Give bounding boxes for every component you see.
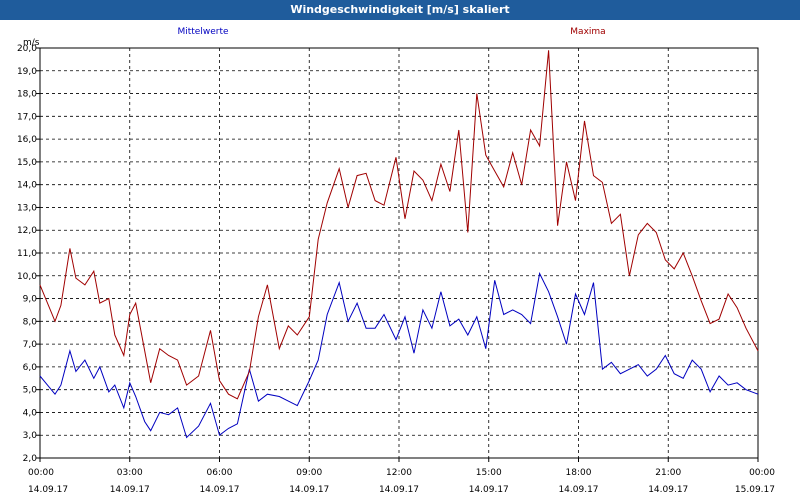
x-tick-date: 14.09.17 bbox=[558, 485, 598, 495]
x-tick-date: 15.09.17 bbox=[735, 485, 775, 495]
labels: 2,0 3,0 4,0 5,0 6,0 7,0 8,0 9,0 10,0 11,0 12,0 13,0… bbox=[17, 27, 775, 495]
legend-mittelwerte: Mittelwerte bbox=[177, 27, 228, 37]
y-tick-label: 11,0 bbox=[17, 249, 37, 259]
y-tick-label: 6,0 bbox=[23, 363, 38, 373]
series bbox=[39, 50, 759, 439]
y-tick-label: 4,0 bbox=[23, 408, 38, 418]
y-tick-label: 18,0 bbox=[17, 90, 37, 100]
y-axis-label: m/s bbox=[23, 38, 40, 48]
y-tick-label: 7,0 bbox=[23, 340, 38, 350]
x-tick-time: 00:00 bbox=[28, 468, 54, 478]
x-tick-time: 06:00 bbox=[207, 468, 233, 478]
x-tick-date: 14.09.17 bbox=[28, 485, 68, 495]
y-tick-label: 3,0 bbox=[23, 431, 38, 441]
x-tick-date: 14.09.17 bbox=[379, 485, 419, 495]
x-tick-time: 03:00 bbox=[117, 468, 143, 478]
y-tick-label: 2,0 bbox=[23, 454, 38, 464]
x-tick-time: 00:00 bbox=[749, 468, 775, 478]
x-tick-time: 09:00 bbox=[296, 468, 322, 478]
x-tick-date: 14.09.17 bbox=[199, 485, 239, 495]
grid bbox=[40, 48, 758, 458]
x-tick-date: 14.09.17 bbox=[648, 485, 688, 495]
y-tick-label: 20,0 bbox=[17, 44, 37, 54]
legend-maxima: Maxima bbox=[570, 27, 605, 37]
x-tick-time: 15:00 bbox=[476, 468, 502, 478]
x-tick-date: 14.09.17 bbox=[289, 485, 329, 495]
window-title: Windgeschwindigkeit [m/s] skaliert bbox=[0, 0, 800, 20]
y-tick-label: 5,0 bbox=[23, 386, 38, 396]
y-tick-label: 10,0 bbox=[17, 272, 37, 282]
y-tick-label: 16,0 bbox=[17, 135, 37, 145]
y-tick-label: 9,0 bbox=[23, 295, 38, 305]
x-tick-time: 12:00 bbox=[386, 468, 412, 478]
y-tick-label: 13,0 bbox=[17, 203, 37, 213]
series-line-mittelwerte bbox=[39, 271, 759, 439]
y-tick-label: 19,0 bbox=[17, 67, 37, 77]
series-line-maxima bbox=[39, 50, 759, 400]
x-tick-date: 14.09.17 bbox=[110, 485, 150, 495]
axes bbox=[36, 47, 759, 462]
y-tick-label: 8,0 bbox=[23, 317, 38, 327]
x-tick-time: 21:00 bbox=[655, 468, 681, 478]
y-tick-label: 14,0 bbox=[17, 181, 37, 191]
x-tick-date: 14.09.17 bbox=[469, 485, 509, 495]
y-tick-label: 12,0 bbox=[17, 226, 37, 236]
y-tick-label: 15,0 bbox=[17, 158, 37, 168]
y-tick-label: 17,0 bbox=[17, 112, 37, 122]
x-tick-time: 18:00 bbox=[566, 468, 592, 478]
